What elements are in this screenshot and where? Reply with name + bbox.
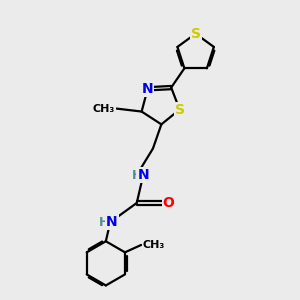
Text: S: S	[175, 103, 184, 116]
Text: N: N	[106, 215, 118, 229]
Text: N: N	[142, 82, 154, 96]
Text: CH₃: CH₃	[142, 240, 165, 250]
Text: O: O	[163, 196, 175, 210]
Text: H: H	[99, 216, 109, 229]
Text: H: H	[132, 169, 142, 182]
Text: CH₃: CH₃	[93, 103, 115, 114]
Text: N: N	[137, 168, 149, 182]
Text: S: S	[190, 27, 201, 41]
